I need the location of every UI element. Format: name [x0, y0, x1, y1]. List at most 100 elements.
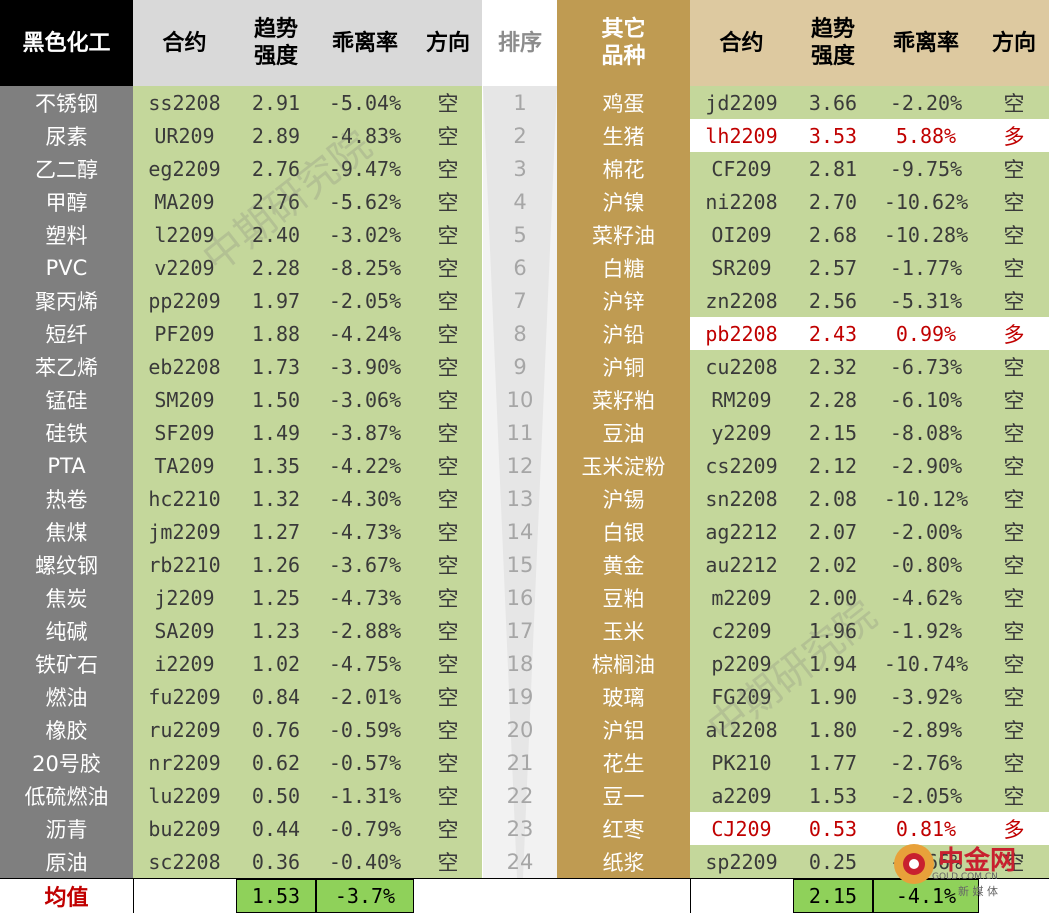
rank-number: 4 — [513, 189, 527, 214]
footer-left-deviation: -3.7% — [316, 879, 414, 913]
left-row-trend: 1.97 — [251, 288, 301, 313]
header-left-bg — [133, 0, 482, 86]
rank-number: 18 — [506, 651, 534, 676]
logo-text: 中金网 — [938, 846, 1017, 876]
right-row-trend: 2.81 — [808, 156, 858, 181]
left-row-trend: 0.44 — [251, 816, 301, 841]
left-row-deviation: -8.25% — [328, 255, 402, 280]
left-row-deviation: -3.67% — [328, 552, 402, 577]
rank-number: 11 — [506, 420, 534, 445]
left-row-deviation: -3.02% — [328, 222, 402, 247]
left-row-name: 螺纹钢 — [35, 553, 98, 578]
left-row-trend: 1.35 — [251, 453, 301, 478]
rank-taper-shape — [483, 86, 557, 878]
right-row-direction: 空 — [1003, 190, 1025, 215]
left-row-deviation: -3.06% — [328, 387, 402, 412]
left-row-contract: v2209 — [154, 255, 215, 280]
left-row-name: 橡胶 — [45, 718, 88, 743]
right-row-name: 生猪 — [602, 124, 645, 149]
right-row-deviation: -2.20% — [889, 90, 963, 115]
right-data-bg — [690, 86, 1049, 878]
rank-number: 12 — [506, 453, 534, 478]
header-left-direction: 方向 — [425, 30, 470, 56]
left-row-direction: 空 — [437, 421, 459, 446]
right-row-contract: au2212 — [705, 552, 778, 577]
right-row-deviation: -2.05% — [889, 783, 963, 808]
left-row-direction: 空 — [437, 190, 459, 215]
header-left-contract: 合约 — [162, 30, 207, 56]
right-row-direction: 空 — [1003, 784, 1025, 809]
right-row-direction: 多 — [1003, 322, 1025, 347]
left-row-direction: 空 — [437, 685, 459, 710]
right-row-name: 白银 — [602, 520, 645, 545]
left-row-deviation: -4.30% — [328, 486, 402, 511]
left-row-contract: jm2209 — [148, 519, 221, 544]
rank-number: 13 — [506, 486, 534, 511]
right-row-direction: 空 — [1003, 850, 1025, 875]
left-row-deviation: -0.79% — [328, 816, 402, 841]
left-row-direction: 空 — [437, 454, 459, 479]
header-right-contract: 合约 — [719, 30, 764, 56]
rank-number: 8 — [513, 321, 527, 346]
right-row-name: 棕榈油 — [592, 652, 655, 677]
left-row-contract: pp2209 — [148, 288, 221, 313]
long-row-highlight — [690, 812, 1049, 845]
header-right-category: 其它 品种 — [557, 0, 690, 86]
left-row-contract: fu2209 — [148, 684, 221, 709]
rank-number: 15 — [506, 552, 534, 577]
left-row-deviation: -4.73% — [328, 519, 402, 544]
right-row-contract: ag2212 — [705, 519, 778, 544]
left-row-direction: 空 — [437, 388, 459, 413]
left-row-deviation: -2.01% — [328, 684, 402, 709]
left-row-name: 塑料 — [45, 223, 88, 248]
left-row-direction: 空 — [437, 124, 459, 149]
right-row-direction: 空 — [1003, 157, 1025, 182]
left-row-deviation: -5.62% — [328, 189, 402, 214]
left-row-contract: nr2209 — [148, 750, 221, 775]
left-row-name: 锰硅 — [45, 388, 88, 413]
footer-right-trend: 2.15 — [793, 879, 873, 913]
right-row-direction: 空 — [1003, 91, 1025, 116]
left-row-trend: 1.73 — [251, 354, 301, 379]
footer-label: 均值 — [44, 886, 89, 911]
right-row-trend: 1.94 — [808, 651, 858, 676]
left-row-direction: 空 — [437, 157, 459, 182]
left-row-direction: 空 — [437, 718, 459, 743]
left-row-contract: PF209 — [154, 321, 215, 346]
right-row-name: 沪铅 — [602, 322, 645, 347]
right-row-trend: 2.00 — [808, 585, 858, 610]
left-row-contract: MA209 — [154, 189, 215, 214]
left-row-contract: hc2210 — [148, 486, 221, 511]
right-row-contract: PK210 — [711, 750, 772, 775]
left-row-contract: i2209 — [154, 651, 215, 676]
right-row-direction: 空 — [1003, 553, 1025, 578]
right-row-name: 鸡蛋 — [602, 91, 645, 116]
left-row-deviation: -3.87% — [328, 420, 402, 445]
left-row-contract: sc2208 — [148, 849, 221, 874]
left-row-name: 短纤 — [45, 322, 88, 347]
rank-number: 6 — [513, 255, 527, 280]
rank-number: 20 — [506, 717, 534, 742]
right-row-trend: 3.66 — [808, 90, 858, 115]
right-row-trend: 3.53 — [808, 123, 858, 148]
right-row-contract: jd2209 — [705, 90, 778, 115]
header-left-category-label: 黑色化工 — [22, 30, 111, 56]
right-row-trend: 1.53 — [808, 783, 858, 808]
rank-number: 3 — [513, 156, 527, 181]
left-row-direction: 空 — [437, 322, 459, 347]
right-row-deviation: -6.10% — [889, 387, 963, 412]
left-row-name: 焦炭 — [45, 586, 88, 611]
right-row-trend: 2.68 — [808, 222, 858, 247]
left-row-trend: 2.40 — [251, 222, 301, 247]
header-rank: 排序 — [483, 0, 557, 86]
logo-url: GOLD.COM.CN — [932, 872, 998, 882]
left-row-name: 沥青 — [45, 817, 88, 842]
left-row-contract: SM209 — [154, 387, 215, 412]
left-row-name: 不锈钢 — [35, 91, 98, 116]
left-row-contract: SF209 — [154, 420, 215, 445]
left-row-trend: 2.89 — [251, 123, 301, 148]
right-row-contract: c2209 — [711, 618, 772, 643]
right-row-contract: pb2208 — [705, 321, 778, 346]
right-row-trend: 2.43 — [808, 321, 858, 346]
left-row-trend: 0.36 — [251, 849, 301, 874]
